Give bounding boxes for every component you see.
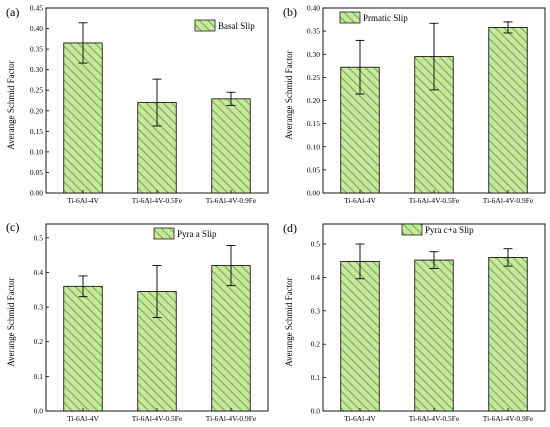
y-tick-label-b-7: 0.35 xyxy=(307,27,320,36)
legend-c: Pyra a Slip xyxy=(153,227,217,240)
y-tick-label-a-0: 0.00 xyxy=(30,189,43,198)
error-bar-c-0 xyxy=(78,275,88,298)
y-tick-label-c-4: 0.4 xyxy=(34,268,44,277)
x-tick-label-a-1: Ti-6Al-4V-0.5Fe xyxy=(132,196,183,205)
y-tick-label-b-2: 0.10 xyxy=(307,142,320,151)
y-tick-label-a-7: 0.35 xyxy=(30,45,43,54)
y-tick-label-c-3: 0.3 xyxy=(34,303,44,312)
y-tick-label-b-6: 0.30 xyxy=(307,50,320,59)
y-tick-label-d-3: 0.3 xyxy=(311,306,321,315)
legend-label-b: Prmatic Slip xyxy=(363,13,408,23)
y-tick-label-a-2: 0.10 xyxy=(30,147,43,156)
y-axis-label-a: Averange Schmid Factor xyxy=(6,60,16,149)
y-tick-label-b-8: 0.40 xyxy=(307,4,320,13)
chart-panel-c: (c) Averange Schmid Factor 0.0 0.1 0.2 0.3 0… xyxy=(6,220,269,423)
bar-d-1 xyxy=(414,259,454,412)
bar-d-2 xyxy=(488,256,528,412)
x-tick-label-c-1: Ti-6Al-4V-0.5Fe xyxy=(132,414,183,423)
legend-label-c: Pyra a Slip xyxy=(177,229,217,239)
error-bar-d-0 xyxy=(355,243,365,280)
panel-label-b: (b) xyxy=(283,5,297,19)
error-bar-c-2 xyxy=(226,245,236,287)
error-bar-b-0 xyxy=(355,39,365,95)
y-tick-label-b-5: 0.25 xyxy=(307,73,320,82)
x-tick-label-d-2: Ti-6Al-4V-0.9Fe xyxy=(483,414,534,423)
x-tick-label-d-1: Ti-6Al-4V-0.5Fe xyxy=(409,414,460,423)
bar-d-0 xyxy=(340,260,380,412)
y-tick-label-c-5: 0.5 xyxy=(34,233,44,242)
x-tick-label-b-0: Ti-6Al-4V xyxy=(344,196,376,205)
x-tick-label-b-2: Ti-6Al-4V-0.9Fe xyxy=(483,196,534,205)
legend-swatch-b xyxy=(339,11,361,24)
panel-label-a: (a) xyxy=(6,5,19,19)
panel-label-d: (d) xyxy=(283,221,297,235)
legend-swatch-c xyxy=(153,227,175,240)
error-bar-d-1 xyxy=(429,251,439,269)
legend-swatch-a xyxy=(194,19,216,32)
legend-d: Pyra c+a Slip xyxy=(401,223,474,236)
chart-panel-b: (b) Averange Schmid Factor 0.00 0.05 0.10 0… xyxy=(283,4,546,205)
y-tick-label-b-3: 0.15 xyxy=(307,119,320,128)
chart-panel-d: (d) Averange Schmid Factor 0.0 0.1 0.2 0.3 0… xyxy=(283,221,546,423)
y-tick-label-d-0: 0.0 xyxy=(311,407,321,416)
error-bar-b-2 xyxy=(503,21,513,34)
y-tick-label-c-1: 0.1 xyxy=(34,372,44,381)
error-bar-a-1 xyxy=(152,78,162,127)
bar-c-0 xyxy=(63,285,103,412)
error-bar-c-1 xyxy=(152,265,162,318)
y-tick-label-a-5: 0.25 xyxy=(30,86,43,95)
y-axis-label-d: Averange Schmid Factor xyxy=(284,277,294,366)
x-tick-label-d-0: Ti-6Al-4V xyxy=(344,414,376,423)
y-axis-label-c: Averange Schmid Factor xyxy=(6,277,16,366)
y-tick-label-c-0: 0.0 xyxy=(34,407,44,416)
y-tick-label-a-1: 0.05 xyxy=(30,168,43,177)
x-tick-label-a-2: Ti-6Al-4V-0.9Fe xyxy=(206,196,257,205)
y-tick-label-d-5: 0.5 xyxy=(311,240,321,249)
legend-label-a: Basal Slip xyxy=(218,21,255,31)
error-bar-a-2 xyxy=(226,91,236,106)
error-bar-a-0 xyxy=(78,22,88,64)
y-tick-label-d-4: 0.4 xyxy=(311,273,321,282)
legend-label-d: Pyra c+a Slip xyxy=(425,225,474,235)
x-tick-label-c-2: Ti-6Al-4V-0.9Fe xyxy=(206,414,257,423)
bar-a-2 xyxy=(211,98,251,194)
y-tick-label-b-4: 0.20 xyxy=(307,96,320,105)
legend-b: Prmatic Slip xyxy=(339,11,408,24)
y-tick-label-d-2: 0.2 xyxy=(311,340,321,349)
legend-a: Basal Slip xyxy=(194,19,255,32)
x-tick-label-c-0: Ti-6Al-4V xyxy=(67,414,99,423)
panel-label-c: (c) xyxy=(6,220,19,234)
y-tick-label-a-6: 0.30 xyxy=(30,65,43,74)
y-tick-label-c-2: 0.2 xyxy=(34,337,44,346)
y-tick-label-b-0: 0.00 xyxy=(307,189,320,198)
y-tick-label-a-9: 0.45 xyxy=(30,4,43,13)
chart-panel-a: (a) Averange Schmid Factor 0.00 0.05 0.10 0… xyxy=(6,4,269,205)
x-tick-label-b-1: Ti-6Al-4V-0.5Fe xyxy=(409,196,460,205)
x-tick-label-a-0: Ti-6Al-4V xyxy=(67,196,99,205)
y-tick-label-a-8: 0.40 xyxy=(30,24,43,33)
y-tick-label-a-3: 0.15 xyxy=(30,127,43,136)
y-tick-label-a-4: 0.20 xyxy=(30,106,43,115)
legend-swatch-d xyxy=(401,223,423,236)
error-bar-d-2 xyxy=(503,248,513,267)
bar-a-0 xyxy=(63,42,103,194)
bar-b-2 xyxy=(488,27,528,194)
bar-c-2 xyxy=(211,265,251,412)
y-axis-label-b: Averange Schmid Factor xyxy=(284,50,294,139)
y-tick-label-d-1: 0.1 xyxy=(311,373,321,382)
y-tick-label-b-1: 0.05 xyxy=(307,165,320,174)
error-bar-b-1 xyxy=(429,22,439,91)
